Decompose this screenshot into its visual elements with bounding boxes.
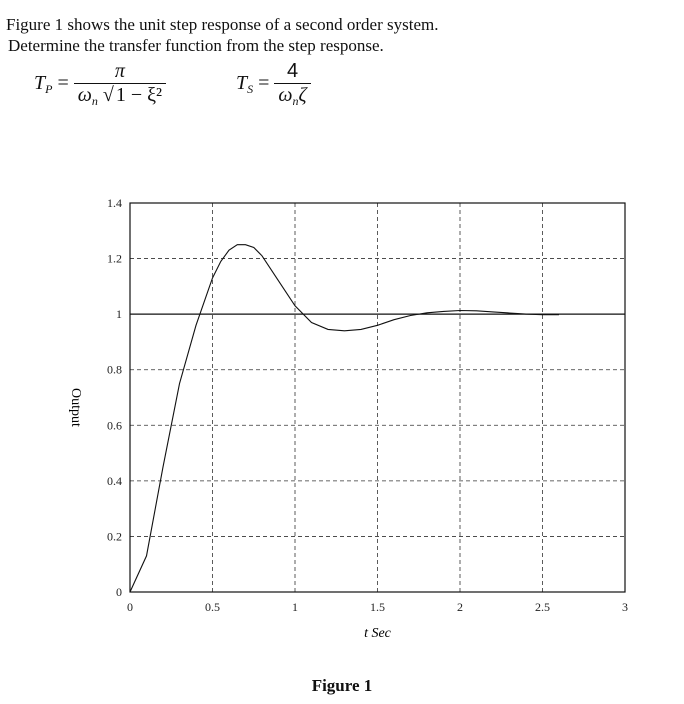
y-tick-label: 0.8	[107, 363, 122, 377]
radical-sign: √	[102, 84, 114, 106]
ts-zeta: ζ	[298, 84, 307, 106]
x-axis-label: t Sec	[364, 626, 392, 641]
x-tick-labels: 0 0.5 1 1.5 2 2.5 3	[127, 600, 628, 614]
y-tick-label: 1	[116, 307, 122, 321]
tp-omega: ω	[77, 84, 92, 106]
ts-fraction: 4 ωnζ	[274, 60, 311, 109]
ts-omega-sub: n	[292, 94, 299, 108]
x-tick-label: 0.5	[205, 600, 220, 614]
x-tick-label: 2.5	[535, 600, 550, 614]
tp-denominator: ωn √ 1 − ξ²	[74, 83, 166, 109]
y-tick-label: 0.4	[107, 474, 122, 488]
y-tick-label: 0	[116, 585, 122, 599]
settling-time-formula: TS = 4 ωnζ	[236, 60, 311, 109]
y-tick-label: 0.2	[107, 529, 122, 543]
ts-lhs-sub: S	[247, 82, 254, 97]
y-tick-label: 0.6	[107, 418, 122, 432]
tp-lhs: T	[34, 72, 46, 95]
tp-omega-sub: n	[91, 94, 98, 108]
tp-equals: =	[57, 72, 69, 95]
x-tick-label: 0	[127, 600, 133, 614]
problem-line-1: Figure 1 shows the unit step response of…	[6, 15, 439, 34]
ts-numerator: 4	[274, 60, 311, 84]
problem-line-2: Determine the transfer function from the…	[8, 36, 384, 55]
y-axis-label: Output	[68, 388, 83, 427]
ts-lhs: T	[236, 72, 248, 95]
y-tick-labels: 0 0.2 0.4 0.6 0.8 1 1.2 1.4	[107, 196, 122, 599]
series-line	[129, 244, 559, 593]
figure-caption: Figure 1	[311, 676, 373, 695]
chart-series	[129, 244, 559, 593]
peak-time-formula: TP = π ωn √ 1 − ξ²	[34, 60, 167, 109]
ts-omega: ω	[278, 84, 293, 106]
x-tick-label: 3	[622, 600, 628, 614]
ts-equals: =	[258, 72, 270, 95]
y-tick-label: 1.2	[107, 252, 122, 266]
ts-denominator: ωnζ	[274, 84, 310, 109]
tp-fraction: π ωn √ 1 − ξ²	[73, 60, 167, 109]
x-tick-label: 2	[457, 600, 463, 614]
problem-statement: Figure 1 shows the unit step response of…	[6, 14, 438, 56]
tp-lhs-sub: P	[45, 82, 53, 97]
step-response-chart: 0 0.5 1 1.5 2 2.5 3 0 0.2 0.4 0.6 0.8 1 1.2 1.4 t Sec…	[68, 196, 628, 641]
x-tick-label: 1.5	[370, 600, 385, 614]
tp-numerator: π	[73, 60, 167, 84]
chart-frame	[129, 202, 626, 593]
x-tick-label: 1	[292, 600, 298, 614]
chart-grid	[130, 203, 625, 592]
y-tick-label: 1.4	[107, 196, 122, 210]
tp-radicand: 1 − ξ²	[113, 83, 163, 106]
